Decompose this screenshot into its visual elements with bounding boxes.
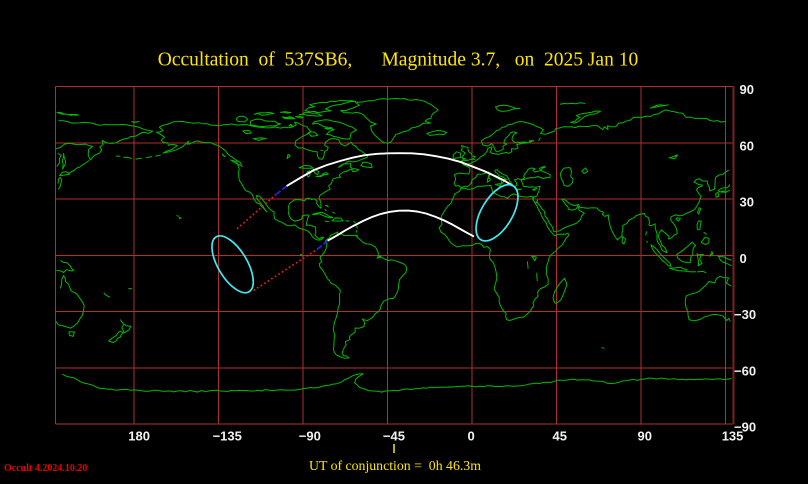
svg-text:135: 135 xyxy=(722,428,744,443)
svg-text:90: 90 xyxy=(740,82,754,97)
svg-text:0: 0 xyxy=(468,428,475,443)
svg-text:45: 45 xyxy=(553,428,567,443)
svg-text:180: 180 xyxy=(128,428,150,443)
svg-text:60: 60 xyxy=(740,139,754,154)
svg-text:30: 30 xyxy=(740,195,754,210)
svg-text:Occultation of 537SB6,: Occultation of 537SB6, Magnitude 3.7, on… xyxy=(158,49,638,70)
svg-text:−45: −45 xyxy=(383,428,405,443)
svg-text:−90: −90 xyxy=(734,420,756,435)
svg-text:−60: −60 xyxy=(734,364,756,379)
svg-text:0: 0 xyxy=(740,251,747,266)
svg-text:Occult 4.2024.10.20: Occult 4.2024.10.20 xyxy=(4,463,87,474)
svg-text:UT of conjunction = 0h 46.3m: UT of conjunction = 0h 46.3m xyxy=(309,458,481,473)
svg-text:−30: −30 xyxy=(734,307,756,322)
svg-text:90: 90 xyxy=(638,428,652,443)
svg-text:−135: −135 xyxy=(213,428,242,443)
svg-text:−90: −90 xyxy=(299,428,321,443)
